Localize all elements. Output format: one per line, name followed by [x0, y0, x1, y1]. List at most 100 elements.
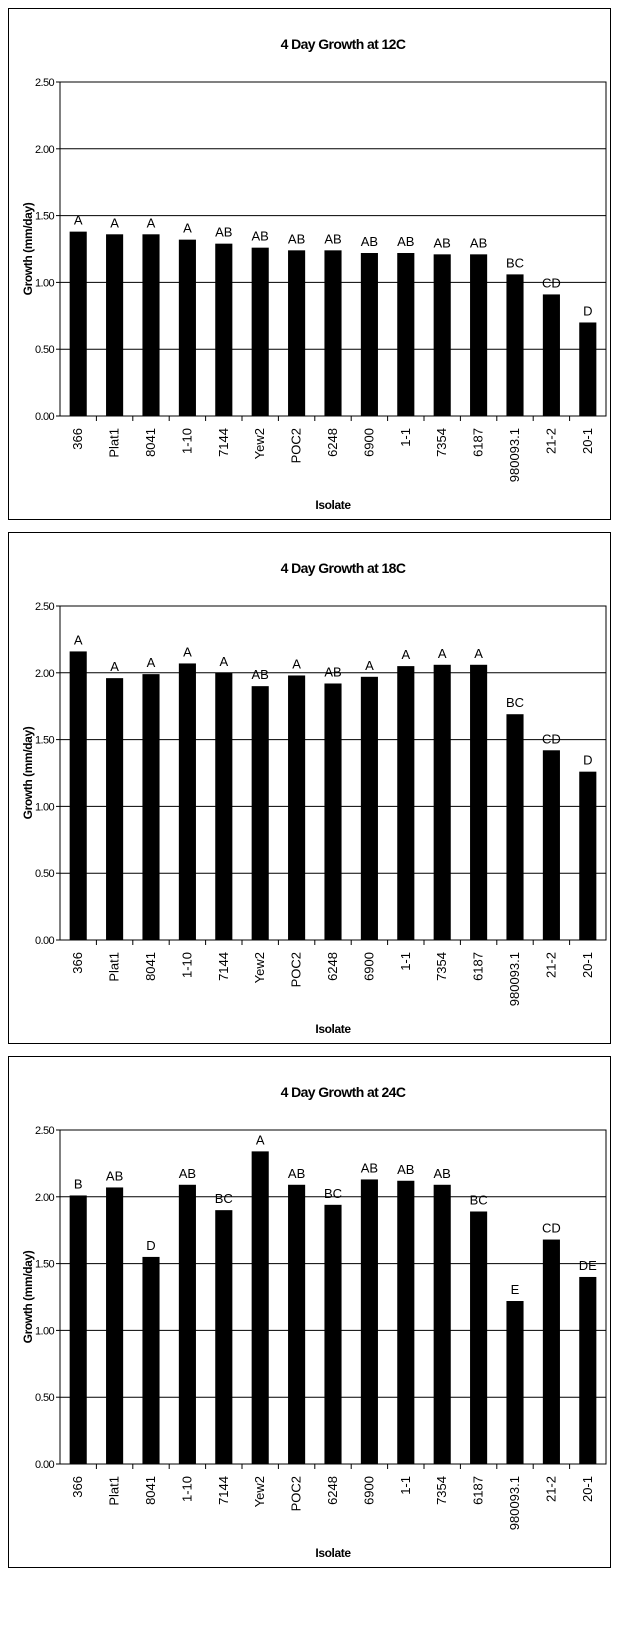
bar — [324, 1204, 342, 1464]
bar-significance-label: A — [74, 632, 83, 647]
bar-significance-label: A — [474, 646, 483, 661]
bar — [433, 254, 451, 416]
x-tick-label: 1-10 — [179, 952, 194, 978]
bar — [288, 1184, 306, 1464]
bar-significance-label: BC — [470, 1192, 488, 1207]
y-tick-label: 0.50 — [35, 344, 54, 356]
y-tick-label: 1.00 — [35, 277, 54, 289]
x-tick-label: Yew2 — [252, 428, 267, 459]
bar-chart-18c: 4 Day Growth at 18C 0.00 0.50 1.00 1.50 2.00 2… — [21, 560, 607, 1036]
y-tick-label: 1.00 — [35, 801, 54, 813]
x-tick-label: 366 — [70, 428, 85, 450]
bar-significance-label: A — [292, 656, 301, 671]
y-tick-label: 0.00 — [35, 1459, 54, 1471]
bar-significance-label: BC — [506, 255, 524, 270]
y-tick-label: 1.50 — [35, 211, 54, 223]
bar-significance-label: D — [583, 753, 592, 768]
bar-significance-label: D — [583, 303, 592, 318]
x-tick-label: 7354 — [434, 952, 449, 981]
bar-significance-label: A — [183, 644, 192, 659]
y-axis-label: Growth (mm/day) — [21, 726, 35, 819]
y-tick-label: 0.50 — [35, 868, 54, 880]
bar-significance-label: BC — [506, 695, 524, 710]
y-tick-label: 1.00 — [35, 1325, 54, 1337]
bar — [579, 771, 597, 940]
bar — [360, 253, 378, 416]
x-tick-label: POC2 — [289, 1476, 304, 1511]
x-tick-label: 8041 — [143, 428, 158, 457]
y-tick-label: 2.00 — [35, 668, 54, 680]
x-tick-label: 1-10 — [179, 428, 194, 454]
bar — [542, 1239, 560, 1464]
x-tick-label: 7354 — [434, 1476, 449, 1505]
bar-significance-label: A — [219, 654, 228, 669]
bar — [106, 678, 124, 940]
x-axis-label: Isolate — [315, 498, 351, 512]
bar-significance-label: AB — [361, 1160, 378, 1175]
x-tick-label: 20-1 — [580, 952, 595, 978]
bar-significance-label: AB — [397, 1162, 414, 1177]
bar — [579, 1276, 597, 1464]
bar-significance-label: BC — [324, 1186, 342, 1201]
x-tick-label: 1-1 — [398, 952, 413, 971]
bar-significance-label: A — [183, 221, 192, 236]
x-tick-label: 20-1 — [580, 1476, 595, 1502]
bar-significance-label: A — [438, 646, 447, 661]
y-tick-label: 1.50 — [35, 1259, 54, 1271]
bar-significance-label: CD — [542, 1221, 561, 1236]
bar-significance-label: AB — [106, 1168, 123, 1183]
x-tick-label: 21-2 — [543, 1476, 558, 1502]
x-tick-label: 8041 — [143, 1476, 158, 1505]
bar — [397, 666, 415, 940]
bar — [251, 1151, 269, 1464]
bar — [470, 254, 488, 416]
bar-significance-label: AB — [397, 234, 414, 249]
x-tick-label: 6900 — [361, 952, 376, 981]
y-tick-label: 2.50 — [35, 1125, 54, 1137]
bar-significance-label: AB — [470, 235, 487, 250]
x-tick-label: 1-1 — [398, 428, 413, 447]
x-tick-label: 366 — [70, 1476, 85, 1498]
chart-panel-24c: 4 Day Growth at 24C 0.00 0.50 1.00 1.50 2.00 2… — [8, 1056, 611, 1568]
chart-title: 4 Day Growth at 12C — [281, 36, 406, 52]
x-tick-label: 6187 — [471, 428, 486, 457]
bar — [288, 250, 306, 416]
x-tick-label: Plat1 — [107, 952, 122, 982]
bar-significance-label: AB — [215, 225, 232, 240]
x-axis-label: Isolate — [315, 1022, 351, 1036]
y-axis-label: Growth (mm/day) — [21, 1250, 35, 1343]
x-tick-label: 980093.1 — [507, 428, 522, 482]
bar — [178, 239, 196, 416]
bar — [433, 664, 451, 940]
bar — [215, 1210, 233, 1464]
x-tick-label: 1-10 — [179, 1476, 194, 1502]
x-tick-label: 1-1 — [398, 1476, 413, 1495]
bar — [506, 1301, 524, 1464]
bar — [69, 651, 87, 940]
bar — [324, 250, 342, 416]
bar — [542, 294, 560, 416]
x-tick-label: 6248 — [325, 1476, 340, 1505]
bar-significance-label: A — [365, 658, 374, 673]
x-tick-label: 21-2 — [543, 952, 558, 978]
y-axis-label: Growth (mm/day) — [21, 202, 35, 295]
y-tick-label: 2.00 — [35, 1192, 54, 1204]
x-tick-label: Yew2 — [252, 952, 267, 983]
bar — [69, 1195, 87, 1464]
x-tick-label: 20-1 — [580, 428, 595, 454]
bar-significance-label: A — [147, 215, 156, 230]
bar — [433, 1184, 451, 1464]
chart-panel-18c: 4 Day Growth at 18C 0.00 0.50 1.00 1.50 2.00 2… — [8, 532, 611, 1044]
x-tick-label: 6248 — [325, 952, 340, 981]
x-tick-label: 7144 — [216, 952, 231, 981]
x-tick-label: 7144 — [216, 428, 231, 457]
bar-significance-label: AB — [324, 664, 341, 679]
bar-significance-label: D — [146, 1238, 155, 1253]
y-tick-label: 1.50 — [35, 735, 54, 747]
bar — [69, 231, 87, 416]
x-tick-label: 6187 — [471, 1476, 486, 1505]
bar — [470, 664, 488, 940]
bar-significance-label: AB — [434, 1166, 451, 1181]
x-tick-label: 980093.1 — [507, 1476, 522, 1530]
bar-significance-label: CD — [542, 731, 561, 746]
